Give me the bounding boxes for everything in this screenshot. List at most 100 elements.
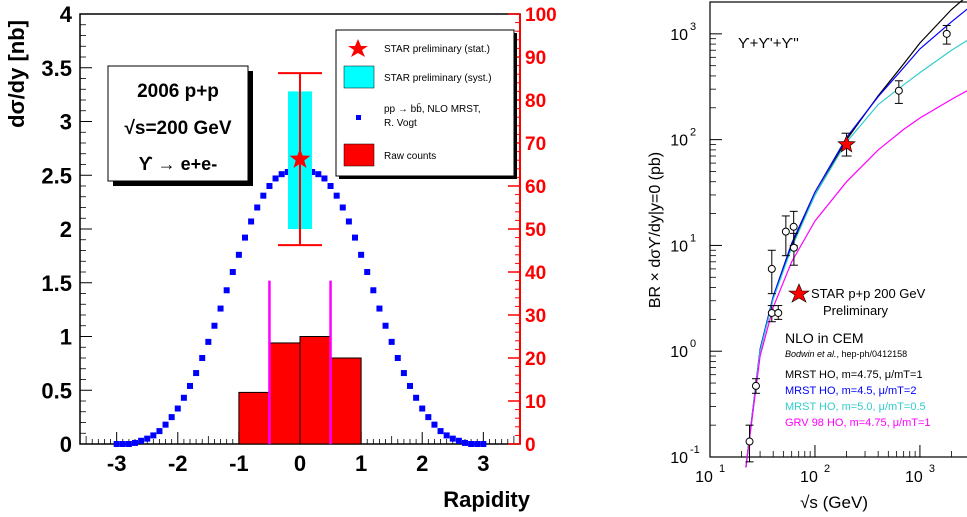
theory-point bbox=[370, 287, 377, 294]
theory-point bbox=[156, 428, 163, 435]
right-y-tick-exponent: 1 bbox=[690, 232, 696, 244]
world-data-points bbox=[745, 24, 951, 463]
right-legend-star-label1: STAR p+p 200 GeV bbox=[811, 286, 926, 301]
theory-point bbox=[431, 421, 438, 428]
left-y-tick-label: 4 bbox=[60, 2, 73, 27]
info-box: 2006 p+p √s=200 GeV ϒ → e+e- bbox=[107, 65, 253, 186]
raw-counts-bar bbox=[299, 336, 332, 445]
left-x-tick-label: 2 bbox=[416, 451, 428, 476]
left-y-tick-label: 2.5 bbox=[41, 163, 72, 188]
right-star-marker bbox=[837, 134, 856, 153]
left-panel: -3 -2 -1 0 1 2 3 0 0.5 1 1.5 2 2.5 3 3.5 4 0 10 20 30 40 50… bbox=[4, 2, 557, 512]
theory-point bbox=[199, 355, 206, 361]
left-right-y-tick-label: 30 bbox=[525, 306, 546, 327]
left-right-y-tick-label: 70 bbox=[525, 134, 546, 155]
right-legend-reference: Bodwin et al., hep-ph/0412158 bbox=[785, 349, 907, 359]
theory-point bbox=[260, 192, 267, 199]
theory-point bbox=[462, 439, 468, 446]
theory-point bbox=[132, 439, 138, 446]
left-y-tick-label: 2 bbox=[60, 217, 72, 242]
legend-entry-theory-line2: R. Vogt bbox=[384, 118, 417, 129]
right-legend-entry-1: MRST HO, m=4.75, μ/mT=1 bbox=[785, 369, 923, 381]
left-x-tick-label: 3 bbox=[477, 451, 489, 476]
right-y-tick-exponent: 0 bbox=[690, 338, 696, 350]
theory-curves bbox=[745, 0, 967, 468]
theory-point bbox=[150, 432, 157, 439]
theory-point bbox=[229, 269, 236, 275]
theory-point bbox=[272, 175, 279, 182]
theory-curve bbox=[745, 0, 964, 468]
right-x-tick-label: 10 bbox=[695, 469, 713, 486]
raw-counts-bar bbox=[330, 357, 362, 445]
left-right-y-tick-label: 40 bbox=[525, 263, 546, 284]
info-box-line1: 2006 p+p bbox=[137, 81, 219, 102]
theory-point bbox=[211, 322, 218, 329]
right-plot-title: ϒ+ϒ'+ϒ'' bbox=[738, 35, 799, 52]
info-box-line2: √s=200 GeV bbox=[124, 118, 231, 139]
theory-point bbox=[425, 414, 432, 421]
left-right-y-tick-label: 90 bbox=[525, 48, 546, 69]
theory-curve bbox=[745, 90, 967, 468]
data-point bbox=[767, 308, 776, 317]
theory-point bbox=[413, 394, 420, 401]
right-x-axis-label: √s (GeV) bbox=[800, 493, 868, 512]
theory-point bbox=[468, 441, 475, 447]
right-y-tick-label: 10 bbox=[670, 344, 688, 361]
theory-point bbox=[113, 441, 120, 447]
theory-point bbox=[278, 171, 285, 178]
theory-point bbox=[333, 192, 340, 199]
left-right-y-tick-label: 10 bbox=[525, 392, 546, 413]
theory-point bbox=[254, 204, 261, 211]
theory-point bbox=[388, 338, 395, 345]
left-right-y-tick-label: 20 bbox=[525, 349, 546, 370]
theory-point bbox=[419, 405, 426, 412]
right-y-tick-label: 10 bbox=[670, 133, 688, 150]
raw-counts-bar bbox=[238, 391, 270, 445]
theory-point bbox=[138, 437, 145, 444]
theory-point bbox=[168, 414, 175, 421]
right-y-tick-exponent: -1 bbox=[690, 444, 700, 456]
right-x-tick-exponent: 2 bbox=[824, 463, 830, 475]
legend-entry-raw: Raw counts bbox=[384, 151, 436, 162]
theory-point bbox=[394, 355, 401, 361]
right-legend-star-symbol bbox=[788, 283, 810, 303]
left-x-tick-label: 0 bbox=[294, 451, 306, 476]
theory-point bbox=[125, 441, 132, 447]
right-x-tick-label: 10 bbox=[905, 469, 923, 486]
theory-point bbox=[235, 251, 242, 258]
theory-point bbox=[180, 394, 187, 401]
acceptance-lines bbox=[268, 280, 332, 444]
right-legend-entry-4: GRV 98 HO, m=4.75, μ/mT=1 bbox=[785, 417, 931, 429]
legend-entry-theory: pp → bb̄, NLO MRST, bbox=[384, 102, 481, 115]
left-y-tick-label: 1.5 bbox=[41, 271, 72, 296]
theory-point bbox=[443, 432, 450, 439]
theory-point bbox=[364, 269, 371, 275]
left-right-y-tick-label: 100 bbox=[525, 5, 557, 26]
right-x-tick-exponent: 3 bbox=[929, 463, 935, 475]
legend-syst-symbol bbox=[343, 65, 375, 89]
star-measurement bbox=[278, 72, 322, 247]
left-x-tick-label: -1 bbox=[229, 451, 249, 476]
raw-counts-bars bbox=[238, 336, 362, 445]
right-legend: STAR p+p 200 GeV Preliminary NLO in CEM … bbox=[785, 283, 931, 429]
theory-point bbox=[437, 428, 444, 435]
theory-point bbox=[205, 338, 212, 345]
right-legend-entry-2: MRST HO, m=4.5, μ/mT=2 bbox=[785, 385, 916, 397]
right-legend-star-label2: Preliminary bbox=[823, 303, 889, 318]
data-point bbox=[751, 381, 760, 390]
theory-point bbox=[187, 382, 193, 389]
data-point bbox=[774, 308, 783, 317]
info-box-frame bbox=[107, 65, 249, 182]
right-x-ticks: 10 1 10 2 10 3 bbox=[695, 445, 952, 486]
left-right-y-tick-label: 80 bbox=[525, 91, 546, 112]
theory-points bbox=[113, 169, 487, 447]
left-x-axis-label: Rapidity bbox=[443, 487, 531, 512]
left-y-tick-label: 1 bbox=[60, 325, 72, 350]
theory-point bbox=[321, 175, 328, 182]
theory-point bbox=[193, 370, 200, 377]
theory-point bbox=[345, 218, 352, 225]
left-y-tick-label: 3.5 bbox=[41, 56, 72, 81]
theory-point bbox=[358, 251, 365, 258]
right-plot-frame bbox=[709, 1, 967, 458]
